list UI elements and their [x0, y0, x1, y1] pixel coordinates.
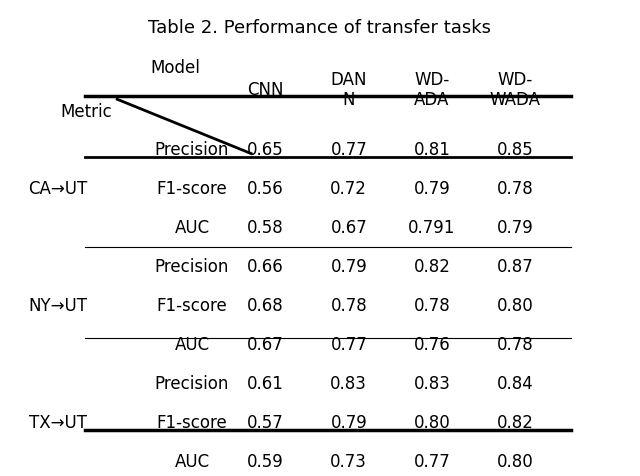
Text: 0.78: 0.78: [330, 297, 367, 315]
Text: 0.59: 0.59: [247, 453, 284, 471]
Text: 0.83: 0.83: [330, 375, 367, 393]
Text: 0.73: 0.73: [330, 453, 367, 471]
Text: 0.79: 0.79: [413, 179, 451, 198]
Text: 0.57: 0.57: [247, 414, 284, 432]
Text: 0.58: 0.58: [247, 218, 284, 237]
Text: Precision: Precision: [155, 140, 229, 159]
Text: 0.56: 0.56: [247, 179, 284, 198]
Text: 0.78: 0.78: [413, 297, 451, 315]
Text: WD-
WADA: WD- WADA: [490, 70, 541, 109]
Text: 0.67: 0.67: [330, 218, 367, 237]
Text: 0.68: 0.68: [247, 297, 284, 315]
Text: 0.83: 0.83: [413, 375, 451, 393]
Text: 0.77: 0.77: [330, 336, 367, 354]
Text: DAN
N: DAN N: [330, 70, 367, 109]
Text: Table 2. Performance of transfer tasks: Table 2. Performance of transfer tasks: [148, 19, 492, 37]
Text: 0.77: 0.77: [413, 453, 451, 471]
Text: WD-
ADA: WD- ADA: [414, 70, 450, 109]
Text: CNN: CNN: [247, 81, 284, 99]
Text: AUC: AUC: [175, 336, 209, 354]
Text: CA→UT: CA→UT: [28, 179, 87, 198]
Text: Metric: Metric: [61, 103, 113, 121]
Text: 0.79: 0.79: [330, 258, 367, 276]
Text: 0.87: 0.87: [497, 258, 534, 276]
Text: NY→UT: NY→UT: [28, 297, 87, 315]
Text: 0.76: 0.76: [413, 336, 451, 354]
Text: Precision: Precision: [155, 375, 229, 393]
Text: Precision: Precision: [155, 258, 229, 276]
Text: 0.80: 0.80: [497, 297, 534, 315]
Text: 0.61: 0.61: [247, 375, 284, 393]
Text: 0.84: 0.84: [497, 375, 534, 393]
Text: 0.79: 0.79: [497, 218, 534, 237]
Text: 0.82: 0.82: [497, 414, 534, 432]
Text: 0.78: 0.78: [497, 336, 534, 354]
Text: 0.80: 0.80: [497, 453, 534, 471]
Text: 0.77: 0.77: [330, 140, 367, 159]
Text: 0.81: 0.81: [413, 140, 451, 159]
Text: Model: Model: [150, 59, 200, 77]
Text: 0.80: 0.80: [413, 414, 451, 432]
Text: TX→UT: TX→UT: [29, 414, 86, 432]
Text: F1-score: F1-score: [157, 414, 227, 432]
Text: 0.79: 0.79: [330, 414, 367, 432]
Text: AUC: AUC: [175, 453, 209, 471]
Text: 0.66: 0.66: [247, 258, 284, 276]
Text: 0.82: 0.82: [413, 258, 451, 276]
Text: 0.791: 0.791: [408, 218, 456, 237]
Text: 0.72: 0.72: [330, 179, 367, 198]
Text: AUC: AUC: [175, 218, 209, 237]
Text: F1-score: F1-score: [157, 297, 227, 315]
Text: F1-score: F1-score: [157, 179, 227, 198]
Text: 0.78: 0.78: [497, 179, 534, 198]
Text: 0.85: 0.85: [497, 140, 534, 159]
Text: 0.65: 0.65: [247, 140, 284, 159]
Text: 0.67: 0.67: [247, 336, 284, 354]
